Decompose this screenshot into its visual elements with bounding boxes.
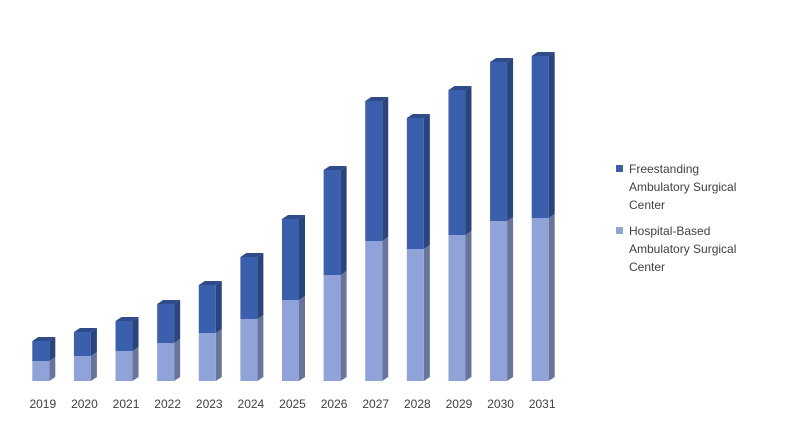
- bar-side: [215, 329, 222, 381]
- bar: [32, 341, 50, 361]
- bar-side: [90, 328, 97, 356]
- bar-side: [132, 317, 139, 351]
- x-tick-label: 2022: [154, 397, 181, 411]
- bar-side: [507, 217, 514, 381]
- legend: Freestanding Ambulatory Surgical Center H…: [616, 160, 756, 284]
- bar: [115, 321, 133, 351]
- legend-label: Hospital-Based Ambulatory Surgical Cente…: [629, 224, 737, 274]
- bar: [157, 304, 175, 343]
- bar-side: [49, 357, 56, 381]
- bar-top: [490, 58, 514, 62]
- bar-side: [90, 352, 97, 381]
- bar: [73, 332, 91, 356]
- bar: [490, 221, 508, 381]
- bar-top: [198, 281, 222, 285]
- legend-item: Hospital-Based Ambulatory Surgical Cente…: [616, 222, 756, 276]
- bar-side: [340, 271, 347, 381]
- bar-side: [465, 231, 472, 381]
- bar-side: [174, 339, 181, 381]
- bar-top: [282, 215, 305, 219]
- x-tick-label: 2031: [529, 397, 556, 411]
- bar-side: [507, 58, 514, 221]
- x-tick-label: 2024: [238, 397, 265, 411]
- legend-swatch: [616, 227, 623, 234]
- bar-top: [73, 328, 97, 332]
- bar-side: [132, 347, 139, 381]
- bar-top: [448, 86, 472, 90]
- bar-side: [382, 237, 389, 381]
- bar: [240, 319, 258, 381]
- bar: [323, 170, 341, 275]
- bar-side: [548, 214, 555, 381]
- bar: [282, 300, 299, 381]
- bar: [490, 62, 508, 221]
- bar: [198, 333, 216, 381]
- bar-side: [174, 300, 181, 343]
- legend-label: Freestanding Ambulatory Surgical Center: [629, 162, 737, 212]
- bar-top: [32, 337, 56, 341]
- bar: [448, 235, 466, 381]
- bar-side: [423, 245, 430, 381]
- bar-top: [115, 317, 139, 321]
- bar: [240, 257, 258, 319]
- x-tick-label: 2021: [113, 397, 140, 411]
- bar: [448, 90, 466, 235]
- bar-top: [157, 300, 181, 304]
- x-tick-label: 2019: [29, 397, 56, 411]
- x-tick-label: 2023: [196, 397, 223, 411]
- bar-top: [365, 97, 389, 101]
- bar: [531, 218, 549, 381]
- x-tick-label: 2027: [362, 397, 389, 411]
- bar-side: [548, 52, 555, 218]
- bar: [531, 56, 549, 218]
- legend-item: Freestanding Ambulatory Surgical Center: [616, 160, 756, 214]
- bar-side: [215, 281, 222, 333]
- bar: [406, 249, 424, 381]
- bar-side: [299, 296, 305, 381]
- bar: [406, 118, 424, 249]
- x-tick-label: 2020: [71, 397, 98, 411]
- legend-swatch: [616, 165, 623, 172]
- bar: [157, 343, 175, 381]
- bar-top: [531, 52, 555, 56]
- bar-side: [257, 315, 264, 381]
- bar: [323, 275, 341, 381]
- x-tick-label: 2028: [404, 397, 431, 411]
- x-tick-label: 2025: [279, 397, 306, 411]
- bar: [282, 219, 299, 300]
- bar-top: [406, 114, 430, 118]
- bar-side: [465, 86, 472, 235]
- bar-side: [423, 114, 430, 249]
- bar: [198, 285, 216, 333]
- x-tick-label: 2026: [321, 397, 348, 411]
- bar-side: [299, 215, 305, 300]
- bar-side: [382, 97, 389, 241]
- bar-side: [340, 166, 347, 275]
- bar: [115, 351, 133, 381]
- bar-top: [240, 253, 264, 257]
- bar-side: [257, 253, 264, 319]
- bar: [73, 356, 91, 381]
- bar-top: [323, 166, 347, 170]
- bar: [365, 101, 383, 241]
- x-tick-label: 2029: [446, 397, 473, 411]
- bar: [32, 361, 50, 381]
- x-tick-label: 2030: [487, 397, 514, 411]
- bar-side: [49, 337, 56, 361]
- bar: [365, 241, 383, 381]
